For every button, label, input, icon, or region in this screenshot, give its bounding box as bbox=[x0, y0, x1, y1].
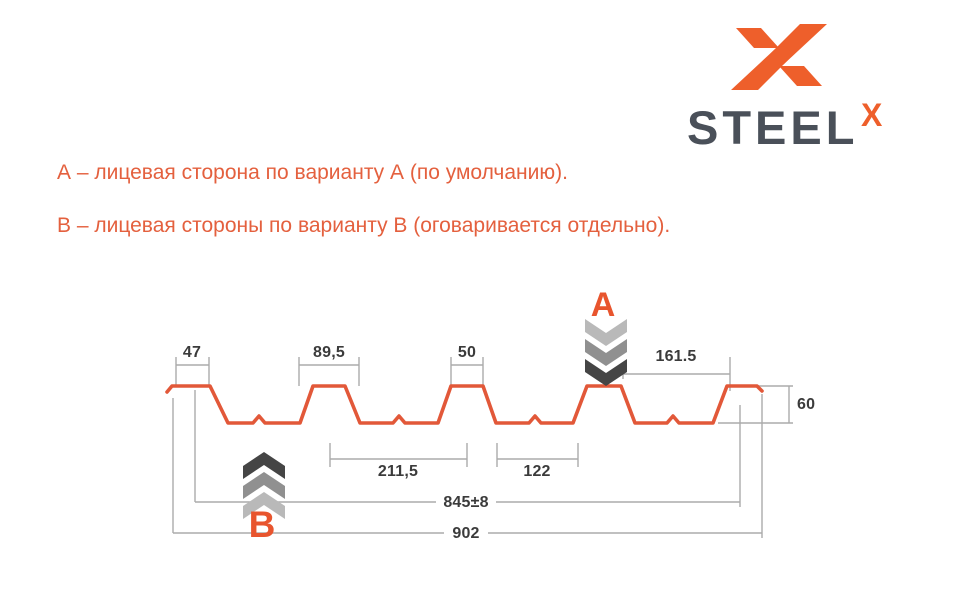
brand-wordmark: STEEL bbox=[687, 101, 859, 154]
dim-label-rib1-top: 47 bbox=[182, 344, 202, 361]
dim-bracket-211-5 bbox=[329, 443, 468, 467]
dim-label-pitch: 211,5 bbox=[377, 463, 419, 480]
dim-lines-60 bbox=[718, 385, 793, 424]
marker-letter-a: А bbox=[590, 286, 616, 324]
marker-letter-b: В bbox=[248, 504, 276, 545]
dim-label-overall-width: 902 bbox=[446, 526, 486, 542]
dim-label-height: 60 bbox=[797, 396, 816, 413]
dim-label-rib3-top: 50 bbox=[457, 344, 477, 361]
sheet-profile-line bbox=[165, 384, 764, 425]
dim-bracket-122 bbox=[496, 443, 579, 467]
dim-label-valley-span: 122 bbox=[523, 463, 551, 480]
dim-bracket-47 bbox=[175, 357, 210, 386]
steelx-logo-icon bbox=[731, 24, 827, 90]
brand-wordmark-sup-x: X bbox=[861, 97, 883, 133]
note-variant-a: А – лицевая сторона по варианту А (по ум… bbox=[57, 161, 568, 184]
dim-label-cover-width: 845±8 bbox=[437, 495, 495, 511]
dim-bracket-50 bbox=[450, 357, 484, 386]
note-variant-b: В – лицевая стороны по варианту В (огова… bbox=[57, 214, 671, 237]
variant-b-chevrons-icon bbox=[243, 452, 285, 519]
dim-label-right-offset: 161.5 bbox=[655, 348, 697, 365]
dim-bracket-89-5 bbox=[298, 357, 360, 386]
dim-label-rib2-base: 89,5 bbox=[313, 344, 345, 361]
variant-a-chevrons-icon bbox=[585, 319, 627, 386]
